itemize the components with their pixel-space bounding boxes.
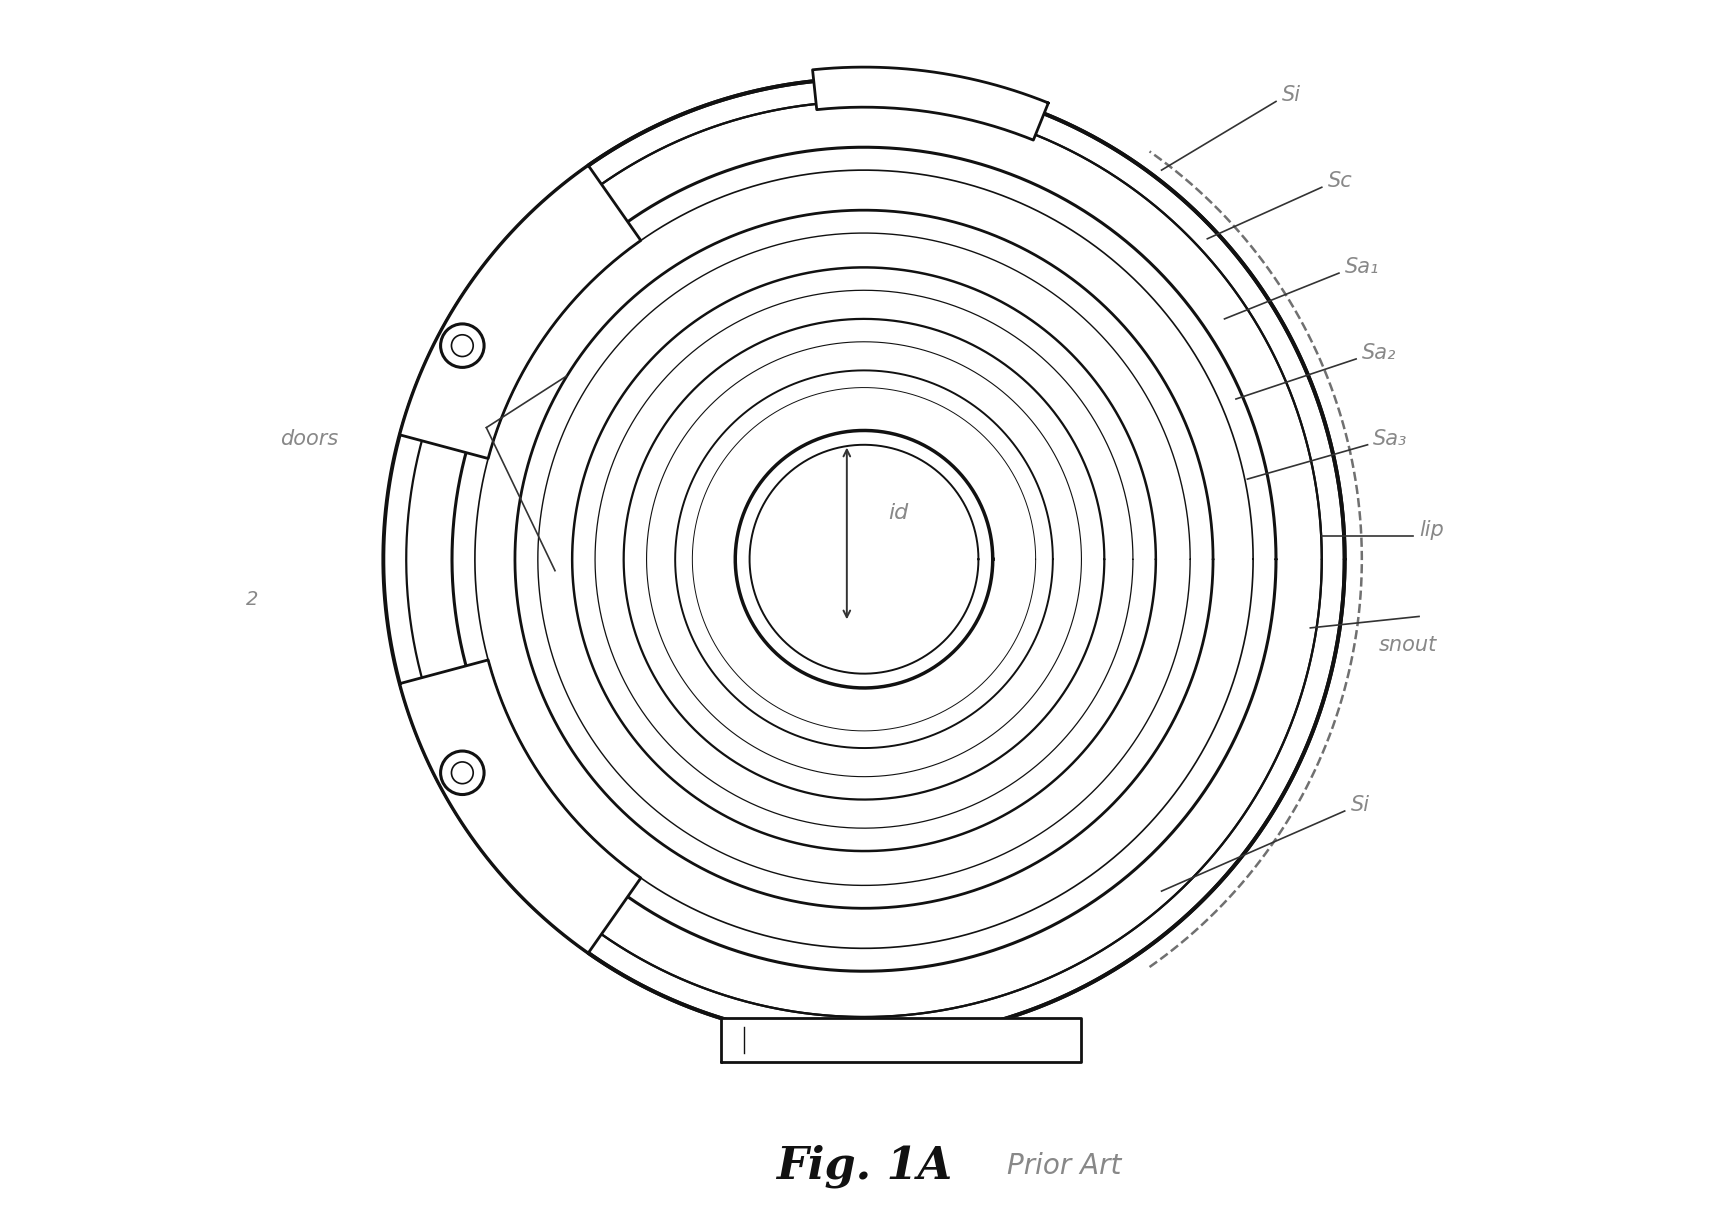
Polygon shape xyxy=(399,659,641,953)
Circle shape xyxy=(441,751,484,795)
Text: Sa₂: Sa₂ xyxy=(1362,342,1396,363)
Polygon shape xyxy=(721,1018,1082,1061)
Text: Prior Art: Prior Art xyxy=(1007,1152,1121,1180)
Text: Fig. 1A: Fig. 1A xyxy=(776,1143,952,1187)
Text: id: id xyxy=(888,503,909,524)
Text: doors: doors xyxy=(280,428,339,449)
Text: lip: lip xyxy=(1419,520,1445,541)
Text: Sc: Sc xyxy=(1327,172,1353,191)
Text: Si: Si xyxy=(1350,795,1369,816)
Text: 2: 2 xyxy=(245,590,259,609)
Text: Sa₃: Sa₃ xyxy=(1374,428,1408,449)
Circle shape xyxy=(441,324,484,368)
Polygon shape xyxy=(399,166,641,459)
Text: Sa₁: Sa₁ xyxy=(1344,257,1379,277)
Polygon shape xyxy=(812,67,1049,140)
Text: snout: snout xyxy=(1379,635,1438,655)
Text: Si: Si xyxy=(1282,86,1301,105)
